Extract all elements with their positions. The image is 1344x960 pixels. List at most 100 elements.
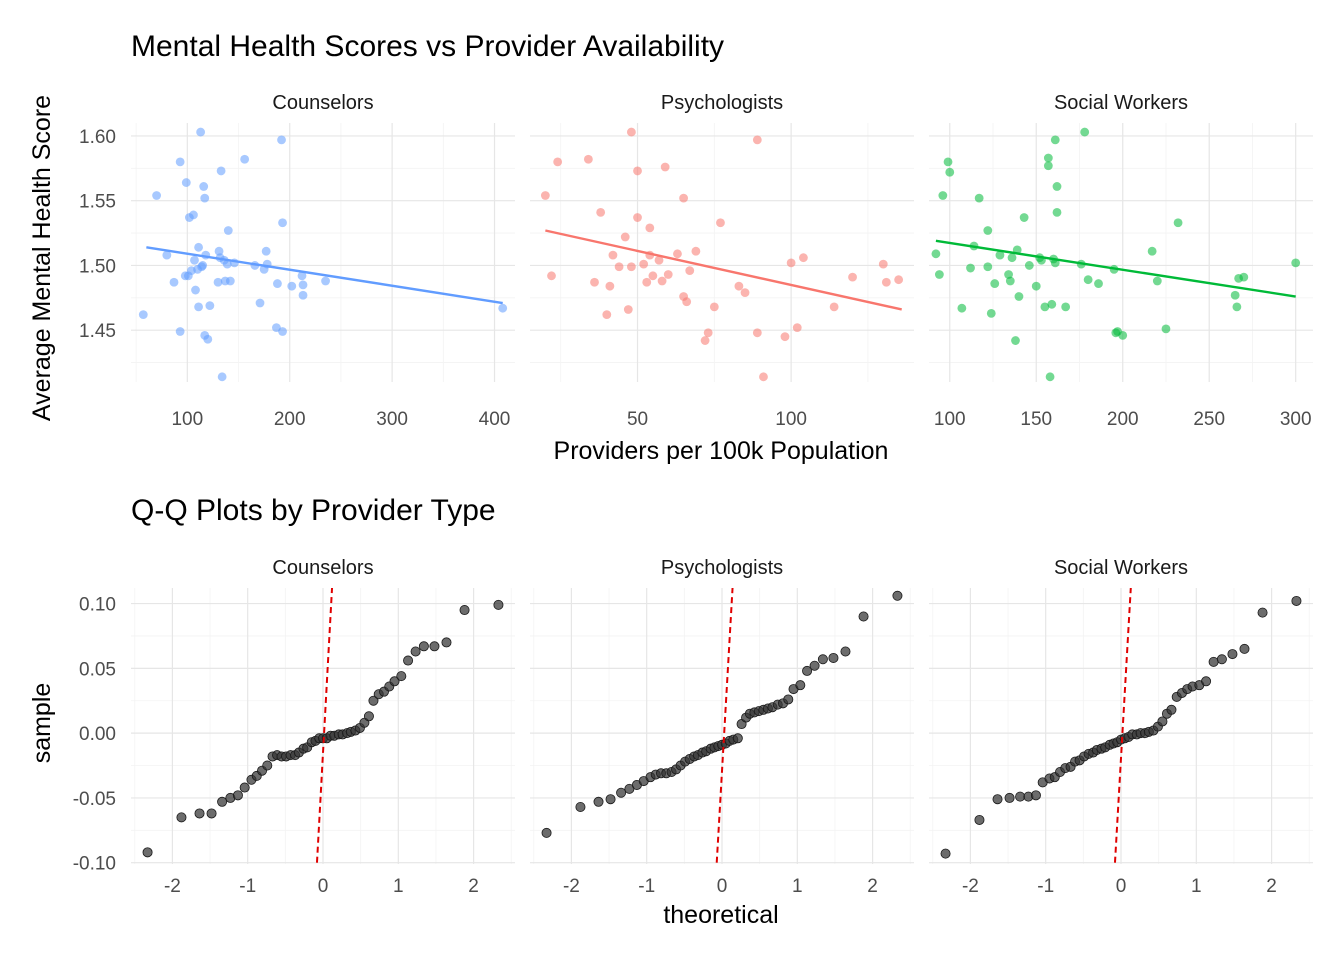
data-point <box>162 250 172 260</box>
data-point <box>802 665 813 676</box>
bottom-psychologists-panel: -2 -1 0 1 2 Psychologists <box>530 557 914 897</box>
top-social-workers-strip-label: Social Workers <box>1054 92 1188 114</box>
data-point <box>273 279 282 288</box>
bottom-counselors-panel: -2 -1 0 1 2 -0.10 -0.05 0.00 0.05 0.10 Counselors <box>73 557 515 897</box>
data-point <box>194 302 203 312</box>
data-point <box>633 213 642 222</box>
data-point <box>199 182 209 191</box>
data-point <box>194 242 203 252</box>
top-psychologists-panel: 50 100 Psychologists <box>530 92 914 430</box>
data-point <box>1227 649 1238 660</box>
data-point <box>1014 292 1024 301</box>
top-counselors-panel: 100 200 300 400 1.45 1.50 1.55 1.60 Counselors <box>79 92 515 430</box>
data-point <box>410 646 421 657</box>
top-chart-title: Mental Health Scores vs Provider Availab… <box>131 30 724 63</box>
data-point <box>1232 302 1242 312</box>
data-point <box>1216 654 1227 665</box>
data-point <box>983 226 993 235</box>
data-point <box>614 262 624 272</box>
data-point <box>198 261 208 270</box>
data-point <box>685 266 695 276</box>
data-point <box>200 193 210 203</box>
data-point <box>189 210 198 220</box>
data-point <box>992 794 1003 805</box>
data-point <box>817 654 828 665</box>
data-point <box>663 270 673 279</box>
data-point <box>298 290 308 300</box>
data-point <box>1005 276 1015 286</box>
data-point <box>783 694 794 705</box>
data-point <box>657 276 667 286</box>
data-point <box>734 281 744 291</box>
data-point <box>403 655 414 666</box>
y-tick-label: -0.05 <box>73 789 116 810</box>
data-point <box>792 323 802 333</box>
x-tick-label: -2 <box>962 876 979 897</box>
data-point <box>700 336 710 345</box>
data-point <box>673 249 682 259</box>
data-point <box>441 637 452 648</box>
data-point <box>626 127 636 137</box>
data-point <box>1015 791 1026 802</box>
data-point <box>196 127 206 137</box>
y-tick-label: 1.45 <box>79 321 116 342</box>
data-point <box>169 277 179 287</box>
data-point <box>1080 127 1090 137</box>
x-tick-label: -1 <box>239 876 256 897</box>
data-point <box>966 263 975 273</box>
data-point <box>418 641 429 652</box>
x-tick-label: -1 <box>638 876 655 897</box>
data-point <box>645 223 655 233</box>
data-point <box>1291 258 1301 268</box>
data-point <box>1157 716 1168 727</box>
data-point <box>1052 207 1062 217</box>
data-point <box>892 590 903 601</box>
data-point <box>1152 276 1162 286</box>
x-tick-label: 2 <box>468 876 479 897</box>
data-point <box>938 191 948 200</box>
top-social-workers-trend-line <box>935 239 1296 298</box>
data-point <box>223 226 233 235</box>
data-point <box>974 193 984 203</box>
bottom-psychologists-reference-line <box>715 587 734 863</box>
data-point <box>1094 279 1103 288</box>
x-tick-label: -1 <box>1037 876 1054 897</box>
data-point <box>1047 299 1057 309</box>
data-point <box>828 652 839 663</box>
data-point <box>232 790 243 801</box>
data-point <box>222 259 232 269</box>
data-point <box>590 277 599 287</box>
data-point <box>541 827 552 838</box>
data-point <box>583 154 593 164</box>
data-point <box>596 207 606 217</box>
data-point <box>363 711 374 722</box>
data-point <box>795 680 806 691</box>
data-point <box>1257 607 1268 618</box>
data-point <box>277 135 286 145</box>
data-point <box>321 276 330 286</box>
x-tick-label: 100 <box>171 409 203 430</box>
x-tick-label: 100 <box>934 409 966 430</box>
data-point <box>216 166 226 176</box>
top-psychologists-strip-label: Psychologists <box>661 92 783 114</box>
data-point <box>848 272 857 282</box>
y-tick-label: -0.10 <box>73 854 116 875</box>
data-point <box>575 801 586 812</box>
data-point <box>623 305 633 314</box>
x-tick-label: 400 <box>479 409 511 430</box>
data-point <box>593 796 604 807</box>
top-social-workers-panel: 100 150 200 250 300 Social Workers <box>929 92 1313 430</box>
data-point <box>255 298 265 308</box>
x-tick-label: 2 <box>1266 876 1277 897</box>
data-point <box>261 246 271 256</box>
data-point <box>945 167 955 177</box>
bottom-counselors-reference-line <box>315 587 334 863</box>
data-point <box>858 611 869 622</box>
x-tick-label: -2 <box>164 876 181 897</box>
x-tick-label: 50 <box>627 409 648 430</box>
data-point <box>682 297 692 307</box>
data-point <box>974 814 985 825</box>
data-point <box>940 848 951 859</box>
data-point <box>181 178 191 187</box>
x-tick-label: 1 <box>1191 876 1202 897</box>
